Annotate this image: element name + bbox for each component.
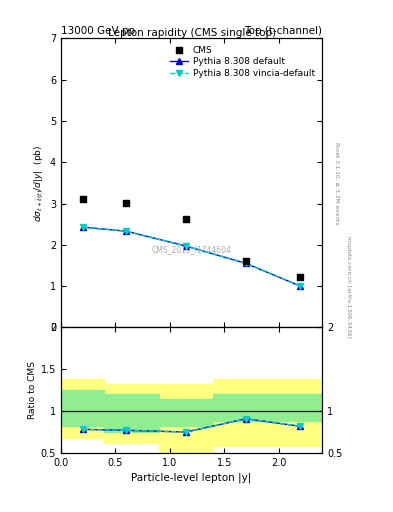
Pythia 8.308 default [80, 224, 85, 230]
Text: Top (t-channel): Top (t-channel) [244, 26, 322, 36]
Text: CMS_2019_I1744604: CMS_2019_I1744604 [152, 245, 231, 254]
Pythia 8.308 default [244, 261, 248, 267]
Y-axis label: Ratio to CMS: Ratio to CMS [28, 361, 37, 419]
Pythia 8.308 default [298, 283, 303, 289]
CMS [298, 273, 304, 281]
Y-axis label: $d\sigma_{t+\bar{t}(t)}/d|y|$  (pb): $d\sigma_{t+\bar{t}(t)}/d|y|$ (pb) [32, 144, 46, 222]
Pythia 8.308 vincia-default [298, 283, 303, 289]
Text: 13000 GeV pp: 13000 GeV pp [61, 26, 135, 36]
Pythia 8.308 vincia-default [124, 228, 129, 234]
Text: mcplots.cern.ch [arXiv:1306.3436]: mcplots.cern.ch [arXiv:1306.3436] [346, 236, 351, 337]
Pythia 8.308 vincia-default [244, 261, 248, 267]
Line: Pythia 8.308 vincia-default: Pythia 8.308 vincia-default [80, 224, 303, 289]
CMS [123, 199, 129, 207]
Legend: CMS, Pythia 8.308 default, Pythia 8.308 vincia-default: CMS, Pythia 8.308 default, Pythia 8.308 … [168, 43, 318, 81]
Title: Lepton rapidity (CMS single top): Lepton rapidity (CMS single top) [108, 28, 275, 37]
Pythia 8.308 default [184, 243, 189, 249]
CMS [183, 215, 189, 223]
Pythia 8.308 vincia-default [80, 224, 85, 230]
Line: Pythia 8.308 default: Pythia 8.308 default [80, 224, 303, 289]
Text: Rivet 3.1.10, ≥ 3.3M events: Rivet 3.1.10, ≥ 3.3M events [334, 142, 339, 224]
CMS [243, 258, 249, 266]
Pythia 8.308 vincia-default [184, 243, 189, 249]
X-axis label: Particle-level lepton |y|: Particle-level lepton |y| [131, 472, 252, 483]
Pythia 8.308 default [124, 228, 129, 234]
CMS [79, 196, 86, 204]
